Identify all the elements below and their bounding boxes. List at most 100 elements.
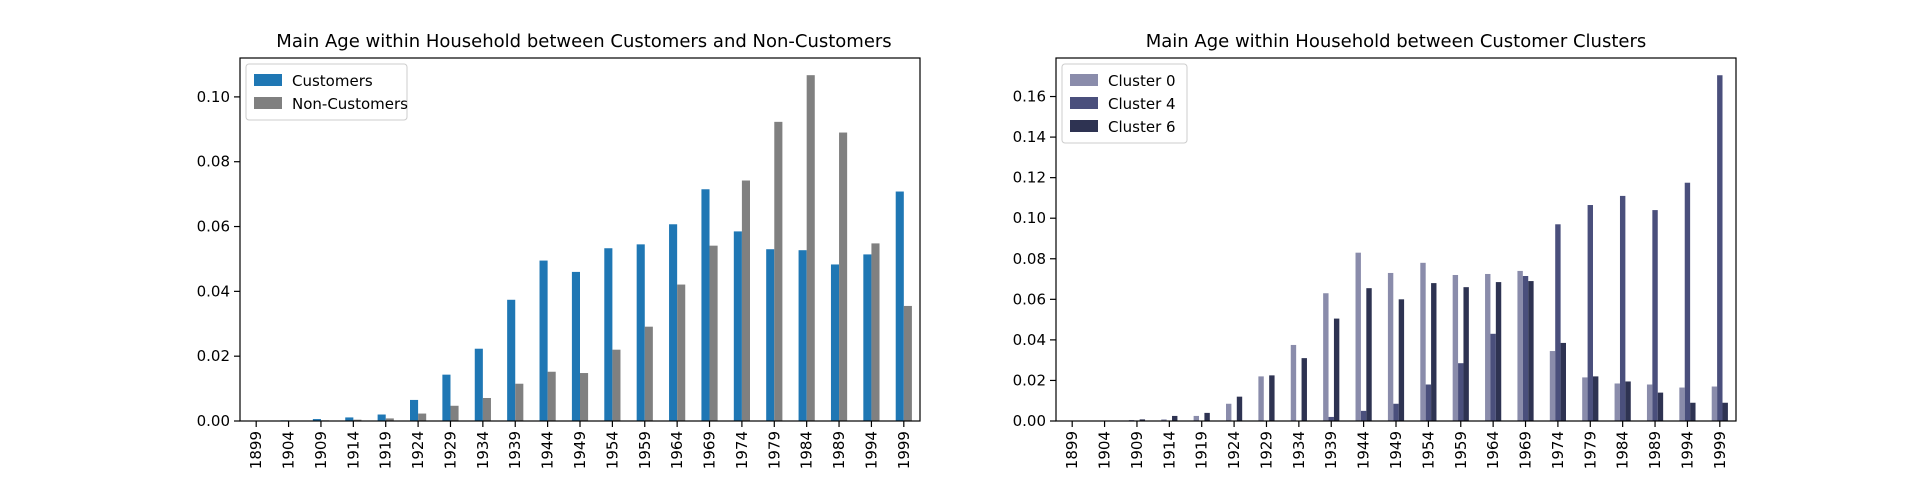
x-tick-label: 1984 <box>1614 431 1632 469</box>
bar-non-customers-1984 <box>806 75 815 422</box>
bar-customers-1944 <box>539 260 548 421</box>
x-tick-label: 1909 <box>312 431 330 469</box>
bar-cluster-0-1964 <box>1485 273 1491 421</box>
bar-non-customers-1934 <box>482 397 491 421</box>
y-tick-label: 0.00 <box>1013 412 1046 430</box>
legend-label: Customers <box>292 72 373 90</box>
bar-cluster-6-1949 <box>1398 299 1405 421</box>
bar-cluster-4-1994 <box>1684 182 1691 421</box>
bar-cluster-0-1914 <box>1161 419 1167 421</box>
bar-customers-1969 <box>701 189 710 421</box>
x-tick-label: 1949 <box>1387 431 1405 469</box>
x-tick-label: 1944 <box>1355 431 1373 469</box>
bar-cluster-4-1984 <box>1619 195 1626 421</box>
bar-cluster-6-1999 <box>1722 402 1728 421</box>
bar-non-customers-1964 <box>677 284 686 421</box>
legend-label: Non-Customers <box>292 95 408 113</box>
x-tick-label: 1934 <box>1290 431 1308 469</box>
bar-non-customers-1944 <box>547 371 556 421</box>
chart-title: Main Age within Household between Custom… <box>1146 31 1647 52</box>
x-tick-label: 1929 <box>441 431 459 469</box>
x-tick-label: 1919 <box>377 431 395 469</box>
x-tick-label: 1904 <box>280 431 298 469</box>
x-tick-label: 1969 <box>701 431 719 469</box>
bar-cluster-0-1989 <box>1646 384 1653 421</box>
x-tick-label: 1944 <box>539 431 557 469</box>
bar-customers-1924 <box>410 399 419 421</box>
bar-non-customers-1979 <box>774 121 783 421</box>
y-tick-label: 0.06 <box>197 218 230 236</box>
bar-cluster-6-1944 <box>1366 288 1372 421</box>
bar-non-customers-1929 <box>450 405 459 421</box>
bar-non-customers-1939 <box>515 383 524 421</box>
bar-cluster-4-1939 <box>1328 416 1334 421</box>
bar-cluster-4-1954 <box>1425 384 1432 421</box>
x-tick-label: 1969 <box>1517 431 1535 469</box>
x-tick-label: 1964 <box>1484 431 1502 469</box>
bar-non-customers-1954 <box>612 349 621 421</box>
x-tick-label: 1934 <box>474 431 492 469</box>
x-tick-label: 1899 <box>247 431 265 469</box>
bar-customers-1989 <box>830 264 840 421</box>
bar-cluster-6-1954 <box>1431 283 1437 421</box>
bar-cluster-0-1979 <box>1582 377 1588 421</box>
bar-customers-1949 <box>571 271 580 421</box>
bar-cluster-4-1964 <box>1490 333 1496 421</box>
bar-non-customers-1974 <box>741 180 750 421</box>
bar-customers-1994 <box>863 254 872 421</box>
bar-cluster-0-1969 <box>1517 270 1523 421</box>
bar-cluster-4-1969 <box>1522 276 1529 421</box>
bar-non-customers-1989 <box>839 132 848 422</box>
bar-cluster-4-1959 <box>1458 363 1464 421</box>
y-tick-label: 0.06 <box>1013 290 1046 308</box>
chart-customer-clusters: Main Age within Household between Custom… <box>1013 31 1737 469</box>
x-tick-label: 1984 <box>798 431 816 469</box>
legend-swatch <box>1070 120 1098 132</box>
legend-label: Cluster 4 <box>1108 95 1176 113</box>
bar-customers-1974 <box>733 231 742 421</box>
bar-cluster-6-1994 <box>1690 402 1696 421</box>
x-tick-label: 1979 <box>765 431 783 469</box>
bar-cluster-6-1909 <box>1139 419 1146 421</box>
bar-customers-1999 <box>895 191 904 421</box>
bar-cluster-0-1919 <box>1193 415 1200 421</box>
bar-cluster-6-1989 <box>1657 392 1664 421</box>
bar-customers-1939 <box>507 299 516 421</box>
x-tick-label: 1899 <box>1063 431 1081 469</box>
bar-cluster-0-1929 <box>1258 376 1264 421</box>
legend-swatch <box>1070 74 1098 86</box>
x-tick-label: 1954 <box>603 431 621 469</box>
bar-cluster-6-1914 <box>1172 415 1178 421</box>
y-tick-label: 0.16 <box>1013 88 1046 106</box>
chart-title: Main Age within Household between Custom… <box>276 31 891 52</box>
x-tick-label: 1974 <box>733 431 751 469</box>
y-tick-label: 0.08 <box>197 153 230 171</box>
x-tick-label: 1924 <box>409 431 427 469</box>
bar-cluster-0-1954 <box>1420 262 1426 421</box>
bar-cluster-6-1929 <box>1269 375 1275 421</box>
bar-customers-1964 <box>669 224 678 421</box>
bar-customers-1914 <box>345 417 354 421</box>
x-tick-label: 1929 <box>1257 431 1275 469</box>
y-tick-label: 0.10 <box>197 88 230 106</box>
bar-cluster-0-1994 <box>1679 387 1685 421</box>
x-tick-label: 1924 <box>1225 431 1243 469</box>
x-tick-label: 1914 <box>1160 431 1178 469</box>
x-tick-label: 1919 <box>1193 431 1211 469</box>
bar-cluster-6-1984 <box>1625 381 1631 421</box>
x-tick-label: 1939 <box>1322 431 1340 469</box>
x-tick-label: 1994 <box>1678 431 1696 469</box>
x-tick-label: 1979 <box>1581 431 1599 469</box>
x-tick-label: 1999 <box>895 431 913 469</box>
bar-cluster-6-1939 <box>1333 318 1340 421</box>
x-tick-label: 1954 <box>1419 431 1437 469</box>
y-tick-label: 0.02 <box>1013 371 1046 389</box>
bar-cluster-4-1979 <box>1587 205 1593 421</box>
y-tick-label: 0.04 <box>197 282 230 300</box>
bar-cluster-6-1964 <box>1495 282 1502 421</box>
x-tick-label: 1974 <box>1549 431 1567 469</box>
x-tick-label: 1959 <box>636 431 654 469</box>
x-tick-label: 1994 <box>862 431 880 469</box>
bar-non-customers-1919 <box>385 418 394 421</box>
